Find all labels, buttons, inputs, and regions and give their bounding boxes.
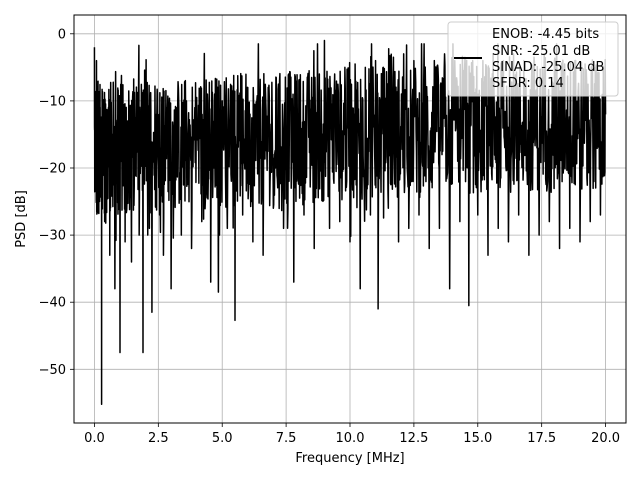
y-tick-label: −50 [39,363,66,378]
x-axis-label: Frequency [MHz] [295,451,404,466]
y-axis-ticks: 0 −10 −20 −30 −40 −50 [39,27,74,378]
legend-entry-enob: ENOB: -4.45 bits [492,27,599,42]
x-tick-label: 10.0 [336,431,365,446]
x-tick-label: 15.0 [463,431,492,446]
x-tick-label: 12.5 [399,431,428,446]
x-tick-label: 5.0 [212,431,233,446]
y-tick-label: −20 [39,162,66,177]
plot-area [93,39,607,405]
y-tick-label: −30 [39,229,66,244]
x-tick-label: 17.5 [527,431,556,446]
x-axis-ticks: 0.0 2.5 5.0 7.5 10.0 12.5 15.0 17.5 20.0 [84,423,620,446]
x-tick-label: 20.0 [591,431,620,446]
psd-line [93,39,607,405]
legend-box [447,21,619,97]
x-tick-label: 7.5 [276,431,297,446]
y-tick-label: −40 [39,296,66,311]
y-tick-label: −10 [39,94,66,109]
x-tick-label: 2.5 [148,431,169,446]
y-tick-label: 0 [58,27,66,42]
legend-entry-snr: SNR: -25.01 dB [492,44,590,59]
legend-entry-sinad: SINAD: -25.04 dB [492,60,604,75]
legend-entry-sfdr: SFDR: 0.14 [492,76,564,91]
x-tick-label: 0.0 [84,431,105,446]
y-axis-label: PSD [dB] [14,190,29,248]
psd-series [93,39,607,405]
legend: ENOB: -4.45 bits SNR: -25.01 dB SINAD: -… [447,21,619,97]
